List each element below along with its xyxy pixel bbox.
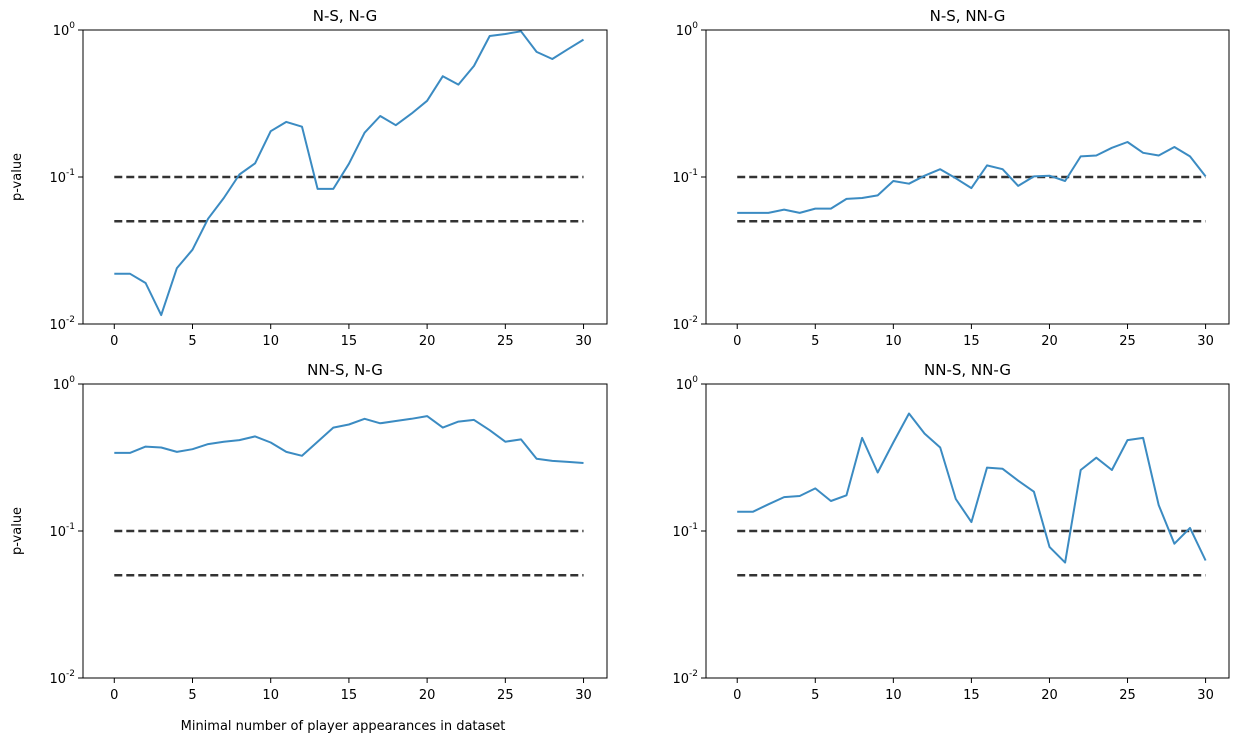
subplot-2: N-S, NN-G 0 5 10 15 20 25 30 10-2 10-1 100 (672, 7, 1230, 349)
x-tick-label: 25 (497, 688, 514, 703)
x-tick-label: 0 (110, 334, 118, 349)
x-tick-label: 10 (885, 334, 902, 349)
p-value-series-line (737, 141, 1207, 214)
x-tick-label: 25 (1119, 334, 1136, 349)
x-tick-label: 30 (575, 688, 592, 703)
x-tick-label: 0 (110, 688, 118, 703)
y-axis-label: p-value (10, 507, 25, 555)
y-tick-label: 10-1 (672, 168, 698, 186)
x-tick-label: 5 (188, 688, 196, 703)
x-tick-label: 25 (1119, 688, 1136, 703)
subplot-3: NN-S, N-G 0 5 10 15 20 25 30 10-2 10-1 100 p-value (10, 361, 608, 703)
p-value-series-line (114, 30, 585, 317)
y-tick-label: 10-1 (49, 522, 75, 540)
y-axis-label: p-value (10, 153, 25, 201)
y-tick-label: 100 (53, 375, 76, 393)
y-tick-label: 100 (676, 21, 699, 39)
x-tick-label: 15 (341, 334, 358, 349)
shared-xlabel: Minimal number of player appearances in … (181, 719, 506, 734)
x-tick-label: 5 (811, 688, 819, 703)
x-tick-label: 30 (1197, 334, 1214, 349)
x-tick-label: 10 (885, 688, 902, 703)
y-tick-label: 10-2 (49, 669, 75, 687)
x-tick-label: 20 (1041, 688, 1058, 703)
y-tick-label: 10-2 (49, 315, 75, 333)
y-tick-label: 10-2 (672, 315, 698, 333)
y-tick-label: 10-1 (49, 168, 75, 186)
subplot-title: NN-S, N-G (307, 361, 383, 379)
y-tick-label: 100 (676, 375, 699, 393)
p-value-series-line (114, 415, 584, 464)
subplot-4: NN-S, NN-G 0 5 10 15 20 25 30 10-2 10-1 100 (672, 361, 1230, 703)
y-tick-label: 100 (53, 21, 76, 39)
x-tick-label: 20 (1041, 334, 1058, 349)
x-tick-label: 15 (341, 688, 358, 703)
x-tick-label: 0 (733, 688, 741, 703)
x-tick-label: 30 (575, 334, 592, 349)
subplot-title: NN-S, NN-G (924, 361, 1011, 379)
subplot-1: N-S, N-G 0 5 10 15 20 25 30 10-2 10-1 100 p-value (10, 7, 608, 349)
x-tick-label: 0 (733, 334, 741, 349)
x-tick-label: 15 (963, 334, 980, 349)
subplot-title: N-S, NN-G (930, 7, 1006, 25)
y-tick-label: 10-2 (672, 669, 698, 687)
x-tick-label: 5 (188, 334, 196, 349)
x-tick-label: 20 (419, 688, 436, 703)
x-tick-label: 10 (262, 688, 279, 703)
x-tick-label: 30 (1197, 688, 1214, 703)
x-tick-label: 20 (419, 334, 436, 349)
subplot-title: N-S, N-G (313, 7, 378, 25)
x-tick-label: 25 (497, 334, 514, 349)
p-value-series-line (737, 412, 1207, 564)
x-tick-label: 15 (963, 688, 980, 703)
x-tick-label: 5 (811, 334, 819, 349)
x-tick-label: 10 (262, 334, 279, 349)
y-tick-label: 10-1 (672, 522, 698, 540)
